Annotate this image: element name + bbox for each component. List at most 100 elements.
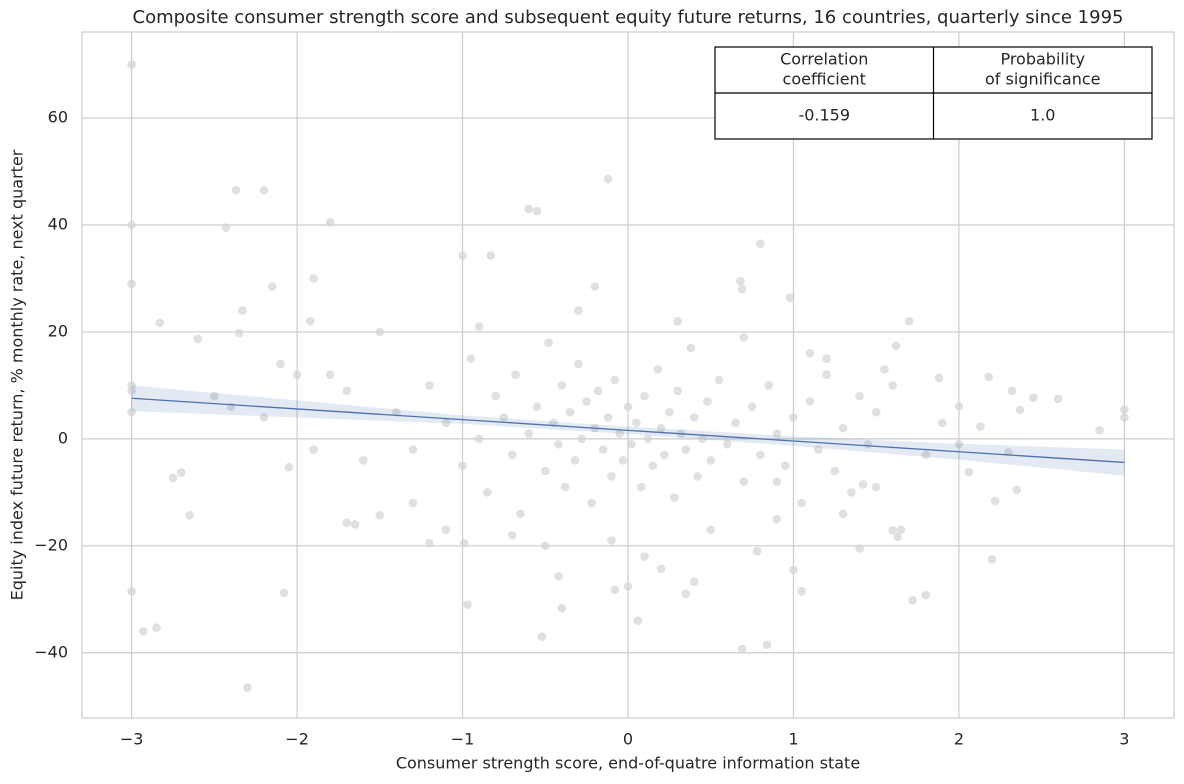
scatter-point	[306, 316, 315, 326]
scatter-point	[540, 541, 550, 551]
chart-title: Composite consumer strength score and su…	[133, 7, 1124, 28]
scatter-point	[560, 482, 570, 492]
scatter-point	[532, 402, 542, 412]
x-tick-label: 3	[1119, 730, 1129, 749]
scatter-point	[603, 413, 613, 422]
scatter-point	[408, 445, 418, 454]
scatter-point	[714, 375, 724, 385]
scatter-point	[193, 334, 203, 344]
scatter-point	[309, 274, 318, 283]
y-tick-label: 0	[58, 428, 68, 447]
scatter-point	[507, 530, 517, 540]
scatter-point	[670, 493, 679, 503]
scatter-point	[358, 455, 368, 465]
y-tick-label: 20	[48, 321, 68, 340]
scatter-point	[234, 328, 244, 338]
scatter-point	[855, 544, 864, 553]
scatter-point	[127, 60, 136, 69]
table-header: Correlation	[780, 50, 868, 69]
scatter-point	[891, 341, 901, 351]
scatter-point	[640, 552, 649, 561]
scatter-point	[722, 439, 732, 449]
scatter-point	[168, 473, 178, 483]
scatter-point	[474, 322, 484, 331]
scatter-point	[822, 370, 831, 380]
scatter-point	[681, 445, 691, 454]
scatter-point	[607, 536, 616, 545]
scatter-point	[582, 397, 591, 406]
scatter-point	[838, 423, 848, 433]
scatter-point	[185, 511, 194, 520]
scatter-point	[737, 284, 747, 294]
x-tick-label: −3	[120, 730, 144, 749]
x-tick-label: −1	[451, 730, 475, 749]
scatter-point	[830, 466, 840, 476]
scatter-point	[267, 282, 277, 291]
scatter-point	[921, 590, 931, 600]
scatter-point	[880, 365, 889, 374]
scatter-point	[686, 343, 696, 353]
scatter-point	[706, 455, 716, 465]
scatter-point	[259, 185, 269, 195]
scatter-point	[570, 455, 580, 465]
scatter-point	[463, 600, 472, 609]
scatter-point	[764, 381, 773, 390]
scatter-point	[780, 461, 790, 470]
scatter-point	[474, 434, 484, 444]
scatter-point	[921, 450, 931, 460]
scatter-point	[934, 373, 944, 383]
scatter-point	[954, 401, 964, 411]
scatter-point	[1053, 394, 1063, 404]
scatter-point	[325, 370, 335, 380]
table-header: coefficient	[783, 70, 866, 89]
scatter-point	[631, 418, 641, 428]
scatter-point	[689, 577, 699, 586]
scatter-point	[511, 370, 520, 380]
scatter-point	[610, 585, 620, 594]
scatter-point	[350, 520, 360, 529]
scatter-point	[557, 381, 567, 390]
scatter-point	[565, 407, 575, 417]
scatter-point	[964, 467, 974, 477]
scatter-point	[673, 386, 682, 396]
scatter-point	[789, 413, 798, 422]
scatter-point	[279, 588, 289, 598]
x-tick-label: 1	[788, 730, 798, 749]
scatter-point	[858, 480, 868, 489]
scatter-point	[693, 472, 702, 481]
scatter-point	[499, 413, 509, 422]
x-tick-label: 0	[623, 730, 633, 749]
scatter-point	[656, 564, 666, 574]
scatter-point	[587, 498, 596, 508]
scatter-point	[660, 450, 669, 460]
scatter-point	[574, 306, 583, 315]
scatter-point	[441, 418, 451, 428]
scatter-point	[491, 391, 500, 401]
scatter-point	[593, 386, 603, 396]
scatter-point	[392, 407, 401, 417]
scatter-point	[698, 434, 707, 444]
scatter-point	[747, 402, 757, 412]
scatter-point	[375, 327, 385, 337]
scatter-point	[871, 482, 881, 492]
scatter-point	[984, 372, 993, 382]
scatter-point	[752, 546, 762, 556]
scatter-point	[231, 185, 241, 195]
scatter-point	[855, 391, 864, 401]
x-axis-label: Consumer strength score, end-of-quatre i…	[396, 754, 860, 773]
scatter-point	[888, 381, 898, 390]
scatter-point	[838, 509, 848, 519]
scatter-point	[893, 532, 902, 542]
scatter-point	[813, 445, 823, 454]
scatter-point	[554, 439, 563, 449]
y-axis-label: Equity index future return, % monthly ra…	[8, 149, 27, 600]
y-tick-label: 40	[48, 215, 68, 234]
scatter-point	[904, 316, 914, 326]
table-cell: -0.159	[798, 106, 850, 125]
x-tick-label: −2	[285, 730, 309, 749]
scatter-point	[486, 251, 495, 260]
scatter-point	[155, 318, 165, 328]
scatter-point	[441, 525, 451, 535]
